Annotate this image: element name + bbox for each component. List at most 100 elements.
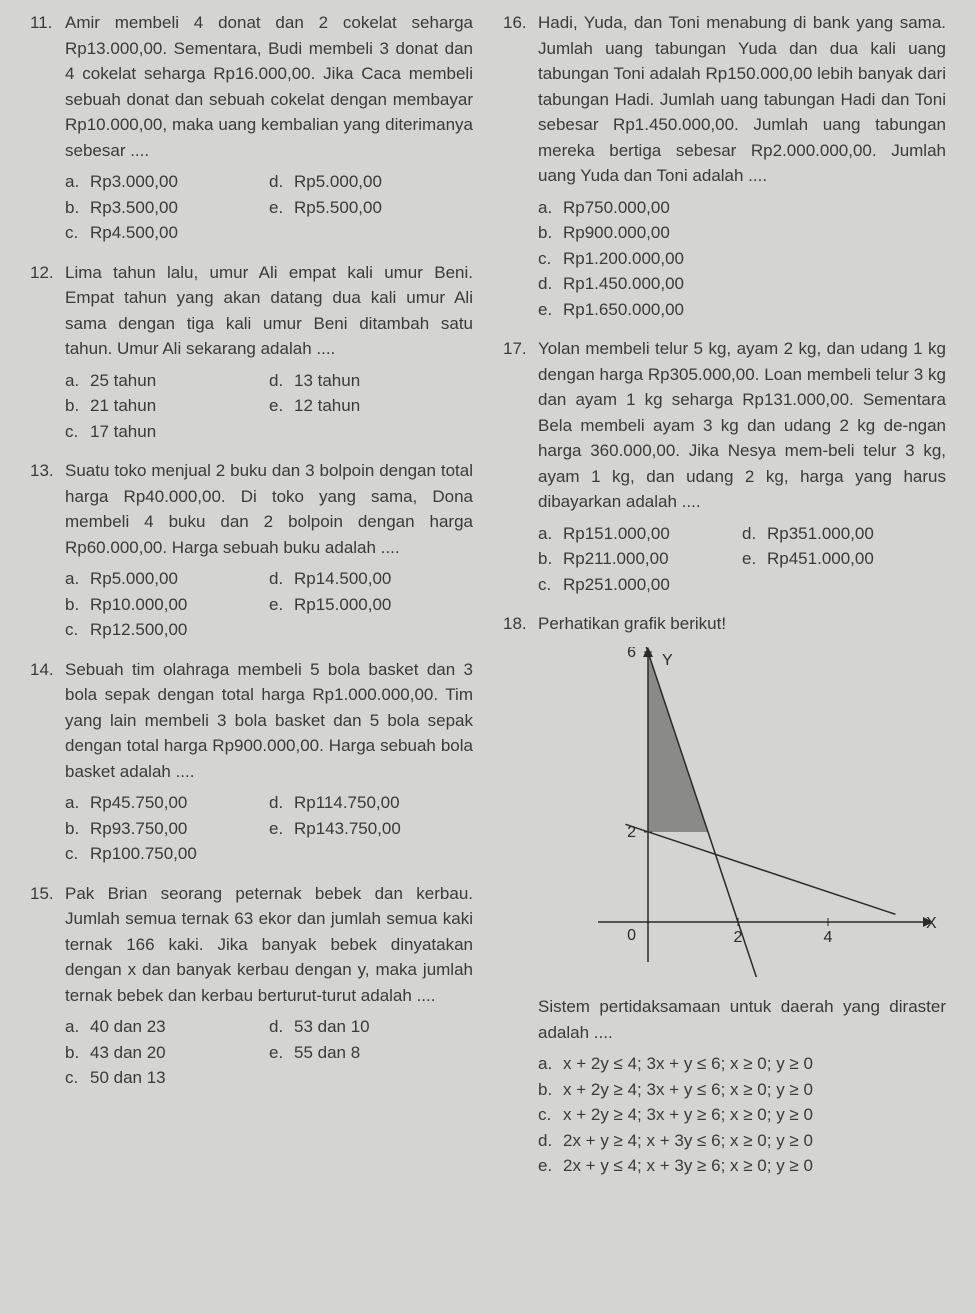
option-text: x + 2y ≤ 4; 3x + y ≤ 6; x ≥ 0; y ≥ 0: [563, 1051, 946, 1077]
question-content: Hadi, Yuda, dan Toni menabung di bank ya…: [538, 10, 946, 322]
question-15: 15. Pak Brian seorang peternak bebek dan…: [30, 881, 473, 1091]
option-letter: c.: [538, 572, 563, 598]
option-text: Rp750.000,00: [563, 195, 946, 221]
question-16: 16. Hadi, Yuda, dan Toni menabung di ban…: [503, 10, 946, 322]
option-text: 12 tahun: [294, 393, 473, 419]
option-text: 53 dan 10: [294, 1014, 473, 1040]
option-text: 50 dan 13: [90, 1065, 473, 1091]
svg-text:2: 2: [734, 929, 743, 946]
option-letter: c.: [538, 1102, 563, 1128]
option-text: Rp12.500,00: [90, 617, 473, 643]
question-content: Suatu toko menjual 2 buku dan 3 bolpoin …: [65, 458, 473, 643]
option-text: Rp4.500,00: [90, 220, 473, 246]
option-text: Rp143.750,00: [294, 816, 473, 842]
question-number: 16.: [503, 10, 538, 322]
question-text: Yolan membeli telur 5 kg, ayam 2 kg, dan…: [538, 336, 946, 515]
question-17: 17. Yolan membeli telur 5 kg, ayam 2 kg,…: [503, 336, 946, 597]
option-letter: d.: [538, 1128, 563, 1154]
graph-svg: 26240YX: [558, 647, 938, 977]
left-column: 11. Amir membeli 4 donat dan 2 cokelat s…: [30, 10, 473, 1193]
question-14: 14. Sebuah tim olahraga membeli 5 bola b…: [30, 657, 473, 867]
option-text: Rp3.500,00: [90, 195, 269, 221]
question-number: 12.: [30, 260, 65, 445]
option-letter: c.: [65, 617, 90, 643]
option-text: 21 tahun: [90, 393, 269, 419]
option-text: Rp1.200.000,00: [563, 246, 946, 272]
option-letter: b.: [65, 816, 90, 842]
option-letter: d.: [269, 566, 294, 592]
option-text: Rp45.750,00: [90, 790, 269, 816]
option-letter: b.: [65, 592, 90, 618]
option-letter: e.: [269, 393, 294, 419]
options-list: a.Rp3.000,00 d.Rp5.000,00 b.Rp3.500,00 e…: [65, 169, 473, 246]
options-list: a.25 tahun d.13 tahun b.21 tahun e.12 ta…: [65, 368, 473, 445]
option-letter: d.: [269, 169, 294, 195]
option-letter: e.: [269, 1040, 294, 1066]
option-letter: e.: [269, 592, 294, 618]
svg-text:Y: Y: [662, 652, 673, 669]
option-text: Rp100.750,00: [90, 841, 473, 867]
option-letter: c.: [65, 841, 90, 867]
option-letter: e.: [269, 816, 294, 842]
option-letter: e.: [538, 297, 563, 323]
option-text: Rp114.750,00: [294, 790, 473, 816]
option-text: Rp151.000,00: [563, 521, 742, 547]
option-letter: a.: [538, 195, 563, 221]
option-letter: a.: [538, 1051, 563, 1077]
svg-text:4: 4: [824, 929, 833, 946]
option-letter: c.: [65, 1065, 90, 1091]
question-subtext: Sistem pertidaksamaan untuk daerah yang …: [538, 994, 946, 1045]
option-letter: a.: [65, 790, 90, 816]
option-text: Rp251.000,00: [563, 572, 946, 598]
svg-text:0: 0: [627, 927, 636, 944]
question-number: 18.: [503, 611, 538, 1179]
option-letter: d.: [269, 368, 294, 394]
options-list: a.Rp151.000,00 d.Rp351.000,00 b.Rp211.00…: [538, 521, 946, 598]
option-text: Rp10.000,00: [90, 592, 269, 618]
option-letter: b.: [65, 195, 90, 221]
option-text: 2x + y ≤ 4; x + 3y ≥ 6; x ≥ 0; y ≥ 0: [563, 1153, 946, 1179]
option-text: Rp211.000,00: [563, 546, 742, 572]
options-list: a.Rp45.750,00 d.Rp114.750,00 b.Rp93.750,…: [65, 790, 473, 867]
option-letter: c.: [538, 246, 563, 272]
option-letter: d.: [269, 1014, 294, 1040]
option-text: Rp3.000,00: [90, 169, 269, 195]
option-letter: b.: [65, 1040, 90, 1066]
option-letter: d.: [269, 790, 294, 816]
options-list: a.40 dan 23 d.53 dan 10 b.43 dan 20 e.55…: [65, 1014, 473, 1091]
option-letter: a.: [65, 169, 90, 195]
question-number: 14.: [30, 657, 65, 867]
option-letter: b.: [538, 546, 563, 572]
svg-text:2: 2: [627, 824, 636, 841]
option-letter: a.: [65, 368, 90, 394]
question-content: Sebuah tim olahraga membeli 5 bola baske…: [65, 657, 473, 867]
two-column-layout: 11. Amir membeli 4 donat dan 2 cokelat s…: [30, 10, 946, 1193]
question-text: Sebuah tim olahraga membeli 5 bola baske…: [65, 657, 473, 785]
graph: 26240YX: [558, 647, 946, 985]
option-letter: b.: [65, 393, 90, 419]
options-list: a.Rp5.000,00 d.Rp14.500,00 b.Rp10.000,00…: [65, 566, 473, 643]
option-text: Rp15.000,00: [294, 592, 473, 618]
option-letter: a.: [538, 521, 563, 547]
question-content: Lima tahun lalu, umur Ali empat kali umu…: [65, 260, 473, 445]
option-letter: a.: [65, 1014, 90, 1040]
option-letter: c.: [65, 419, 90, 445]
question-number: 17.: [503, 336, 538, 597]
question-text: Suatu toko menjual 2 buku dan 3 bolpoin …: [65, 458, 473, 560]
option-text: Rp93.750,00: [90, 816, 269, 842]
option-letter: a.: [65, 566, 90, 592]
option-text: 55 dan 8: [294, 1040, 473, 1066]
option-letter: d.: [538, 271, 563, 297]
options-list: a.x + 2y ≤ 4; 3x + y ≤ 6; x ≥ 0; y ≥ 0 b…: [538, 1051, 946, 1179]
question-text: Amir membeli 4 donat dan 2 cokelat sehar…: [65, 10, 473, 163]
option-letter: e.: [269, 195, 294, 221]
question-text: Lima tahun lalu, umur Ali empat kali umu…: [65, 260, 473, 362]
option-text: 13 tahun: [294, 368, 473, 394]
option-text: 25 tahun: [90, 368, 269, 394]
option-text: Rp5.000,00: [294, 169, 473, 195]
question-content: Yolan membeli telur 5 kg, ayam 2 kg, dan…: [538, 336, 946, 597]
option-text: 17 tahun: [90, 419, 473, 445]
question-13: 13. Suatu toko menjual 2 buku dan 3 bolp…: [30, 458, 473, 643]
option-text: x + 2y ≥ 4; 3x + y ≤ 6; x ≥ 0; y ≥ 0: [563, 1077, 946, 1103]
question-content: Amir membeli 4 donat dan 2 cokelat sehar…: [65, 10, 473, 246]
